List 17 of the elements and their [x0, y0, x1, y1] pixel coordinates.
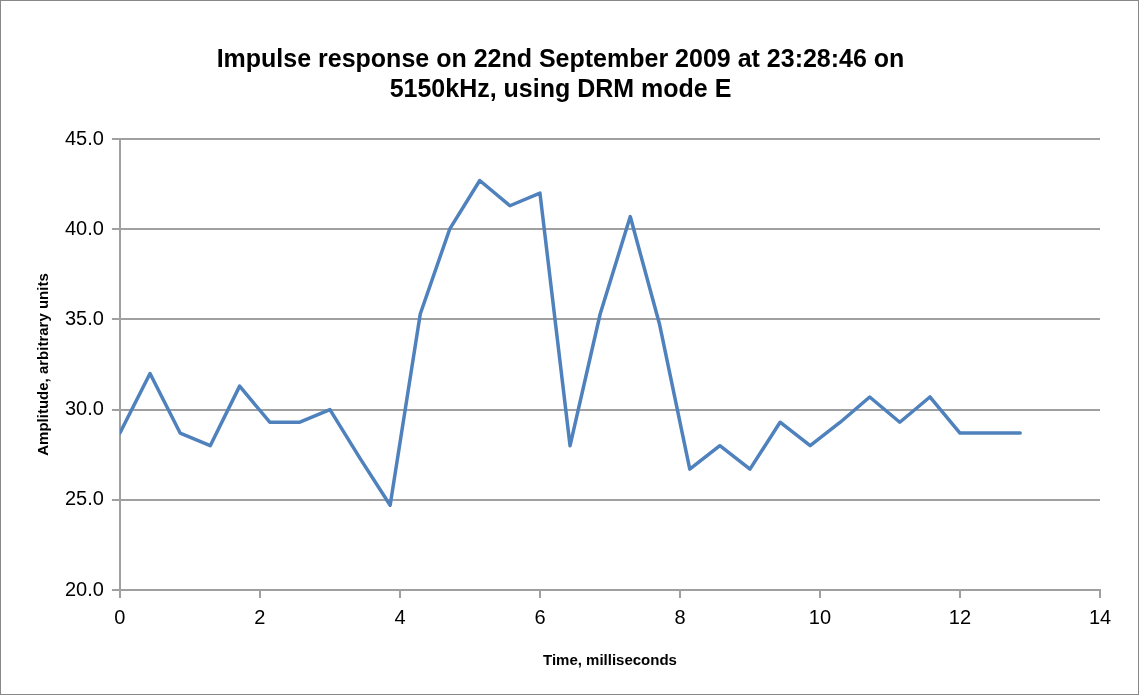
x-tick-label: 12 — [948, 605, 972, 628]
y-tick-label: 20.0 — [64, 577, 104, 600]
x-tick-label: 10 — [808, 605, 832, 628]
y-tick-label: 25.0 — [64, 487, 104, 510]
chart-title: Impulse response on 22nd September 2009 at 23:28:46 on 5150kHz, using DRM mode E — [216, 43, 905, 102]
x-axis-title: Time, milliseconds — [542, 651, 677, 669]
y-tick-label: 30.0 — [64, 397, 104, 420]
x-tick-label: 2 — [254, 605, 266, 628]
y-axis-title: Amplitude, arbitrary units — [34, 273, 52, 456]
y-tick-label: 40.0 — [64, 216, 104, 239]
x-tick-label: 6 — [534, 605, 546, 628]
y-tick-label: 45.0 — [64, 126, 104, 149]
x-tick-label: 4 — [394, 605, 406, 628]
x-tick-label: 14 — [1088, 605, 1112, 628]
x-tick-label: 0 — [114, 605, 126, 628]
y-tick-label: 35.0 — [64, 306, 104, 329]
x-tick-label: 8 — [674, 605, 686, 628]
